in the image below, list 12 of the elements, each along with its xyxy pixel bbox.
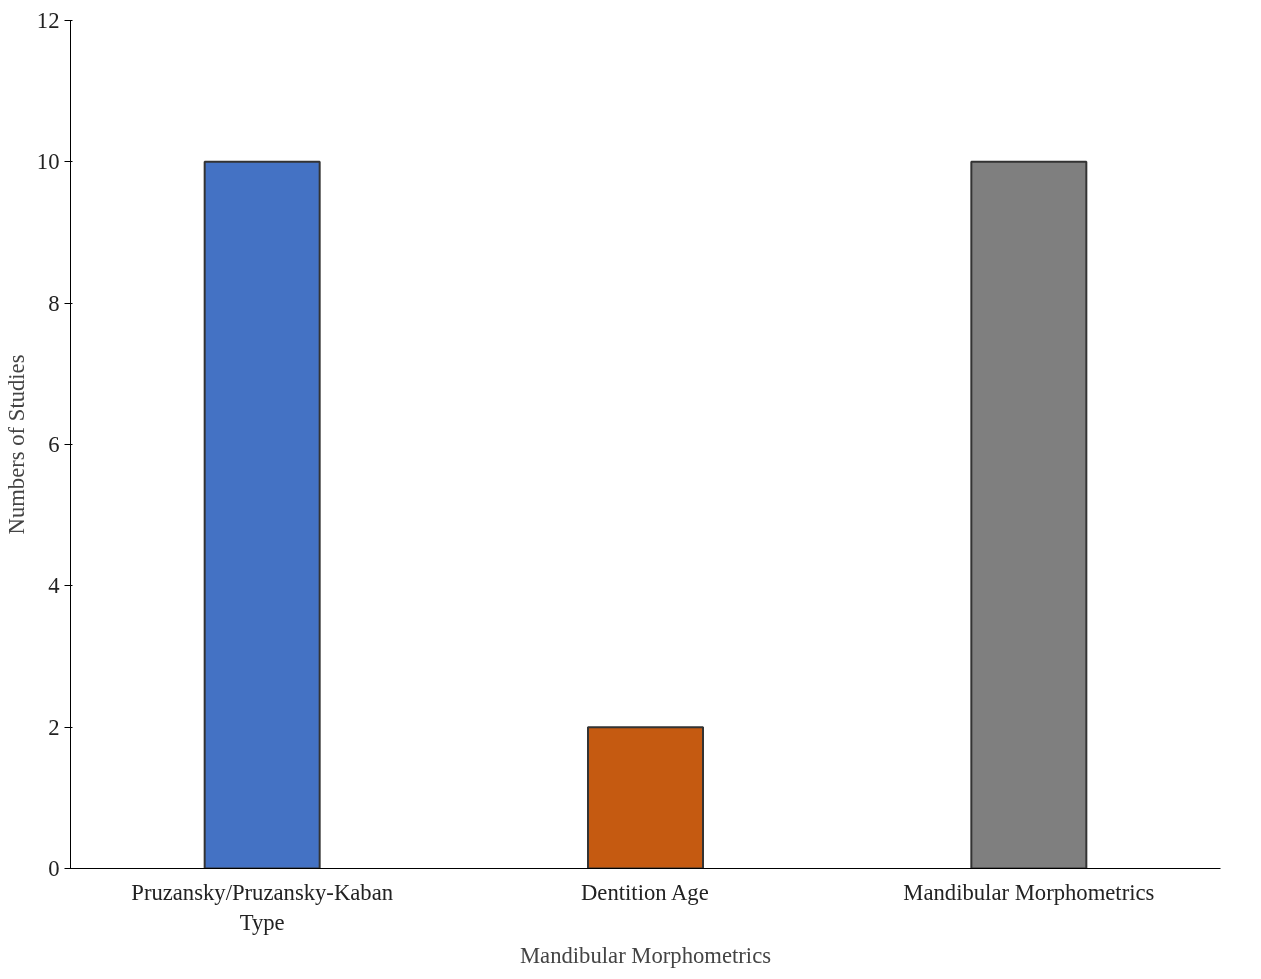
y-tick-label: 8	[48, 290, 60, 316]
y-tick-label: 2	[48, 714, 60, 740]
y-tick-label: 4	[48, 573, 60, 599]
x-tick-label: Mandibular Morphometrics	[903, 879, 1155, 905]
x-tick-label: Dentition Age	[581, 879, 709, 905]
x-axis-title: Mandibular Morphometrics	[519, 942, 772, 968]
y-tick-label: 0	[48, 856, 60, 881]
y-tick-label: 12	[36, 8, 60, 33]
y-tick-label: 6	[48, 432, 60, 457]
y-axis-title: Numbers of Studies	[3, 354, 29, 535]
y-tick-label: 10	[36, 149, 60, 175]
x-tick-label: Pruzansky/Pruzansky-Kaban Type	[131, 879, 394, 935]
